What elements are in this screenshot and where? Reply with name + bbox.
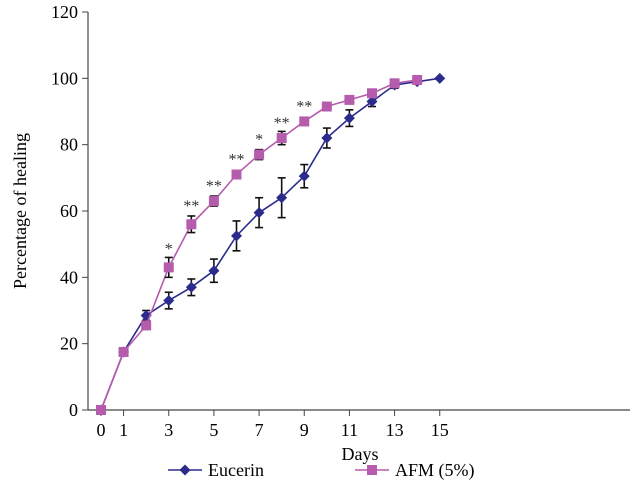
data-point <box>231 169 242 180</box>
y-axis-label: Percentage of healing <box>10 133 30 289</box>
legend-marker <box>179 464 191 476</box>
data-point <box>276 133 287 144</box>
y-tick-label: 0 <box>69 400 78 420</box>
y-tick-label: 100 <box>51 68 78 88</box>
significance-marker: * <box>255 132 263 149</box>
x-tick-label: 5 <box>209 420 218 440</box>
data-point <box>298 170 310 182</box>
legend-item: AFM (5%) <box>355 460 475 481</box>
series-eucerin <box>95 72 446 416</box>
significance-marker: ** <box>229 152 245 169</box>
data-point <box>434 72 446 84</box>
series-line <box>100 77 440 411</box>
legend-label: Eucerin <box>208 460 264 480</box>
data-point <box>321 101 332 112</box>
data-point <box>321 132 333 144</box>
x-tick-label: 3 <box>164 420 173 440</box>
x-tick-label: 11 <box>341 420 358 440</box>
x-tick-label: 0 <box>97 420 106 440</box>
x-tick-label: 7 <box>255 420 264 440</box>
legend-marker <box>367 465 377 475</box>
data-point <box>412 74 423 85</box>
x-tick-label: 13 <box>386 420 404 440</box>
annotation-layer: ************ <box>165 99 313 259</box>
data-point <box>186 219 197 230</box>
data-point <box>185 281 197 293</box>
data-point <box>253 207 265 219</box>
series-afm <box>96 74 423 415</box>
x-axis-label: Days <box>342 444 379 464</box>
y-tick-label: 120 <box>51 2 78 22</box>
legend: Eucerin AFM (5%) <box>168 460 475 481</box>
data-point <box>96 405 106 415</box>
series-layer <box>95 72 446 416</box>
data-point <box>299 116 310 127</box>
x-tick-label: 9 <box>300 420 309 440</box>
y-tick-label: 80 <box>60 135 78 155</box>
series-line <box>100 79 418 411</box>
data-point <box>276 192 288 204</box>
significance-marker: ** <box>206 178 222 195</box>
x-tick-label: 15 <box>431 420 449 440</box>
data-point <box>254 149 265 160</box>
data-point <box>163 295 175 307</box>
significance-marker: ** <box>274 115 290 132</box>
y-tick-label: 60 <box>60 201 78 221</box>
significance-marker: ** <box>296 99 312 116</box>
data-point <box>208 196 219 207</box>
y-tick-label: 40 <box>60 267 78 287</box>
legend-item: Eucerin <box>168 460 264 480</box>
data-point <box>163 262 174 273</box>
data-point <box>343 112 355 124</box>
data-point <box>118 346 129 357</box>
significance-marker: * <box>165 241 173 258</box>
data-point <box>344 94 355 105</box>
data-point <box>208 265 220 277</box>
legend-label: AFM (5%) <box>395 460 475 481</box>
y-tick-label: 20 <box>60 334 78 354</box>
data-point <box>231 230 242 242</box>
data-point <box>389 78 400 89</box>
data-point <box>141 320 152 331</box>
data-point <box>367 88 377 99</box>
data-point <box>366 96 378 108</box>
x-tick-label: 1 <box>119 420 128 440</box>
axes <box>87 12 630 411</box>
significance-marker: ** <box>183 198 199 215</box>
